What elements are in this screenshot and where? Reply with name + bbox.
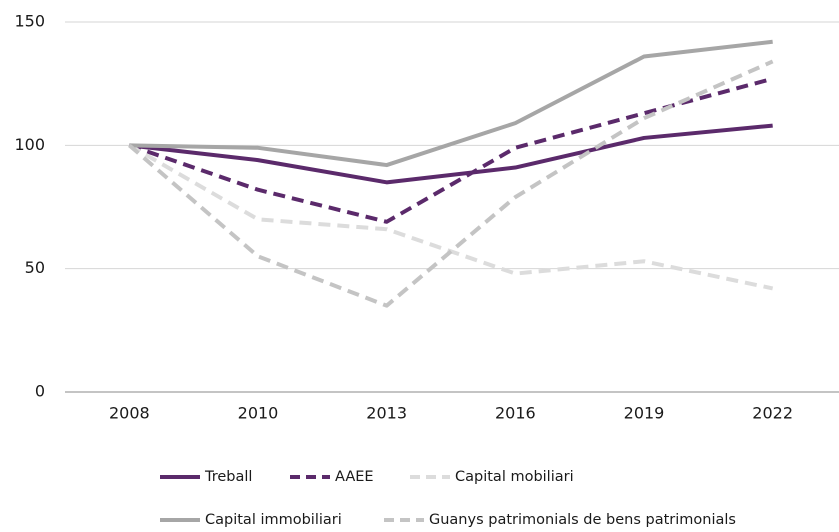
legend-label: Capital mobiliari xyxy=(455,469,574,485)
y-tick-label: 50 xyxy=(25,258,45,277)
legend-label: Capital immobiliari xyxy=(205,512,342,528)
x-tick-label: 2019 xyxy=(624,404,665,423)
x-tick-label: 2022 xyxy=(752,404,793,423)
x-tick-label: 2008 xyxy=(109,404,150,423)
legend-label: Treball xyxy=(204,469,252,485)
series-line xyxy=(128,143,774,291)
legend-label: Guanys patrimonials de bens patrimonials xyxy=(429,512,736,528)
legend: Treball AAEE Capital mobiliari Capital immo… xyxy=(160,469,736,528)
y-tick-label: 100 xyxy=(14,135,45,154)
legend-label: AAEE xyxy=(335,469,374,485)
series-line xyxy=(128,59,774,308)
x-tick-label: 2010 xyxy=(238,404,279,423)
y-tick-label: 0 xyxy=(35,382,45,401)
y-tick-label: 150 xyxy=(14,12,45,31)
series-line xyxy=(128,76,774,224)
series-line xyxy=(129,123,773,185)
x-tick-label: 2016 xyxy=(495,404,536,423)
series-line xyxy=(129,39,773,168)
x-tick-label: 2013 xyxy=(366,404,407,423)
